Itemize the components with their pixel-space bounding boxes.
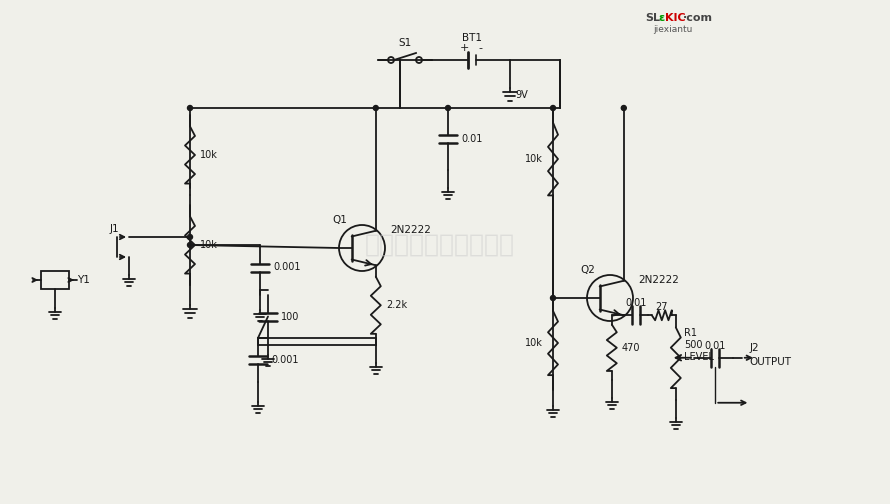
Circle shape (188, 234, 192, 239)
Text: Q1: Q1 (332, 215, 347, 225)
Text: 0.001: 0.001 (273, 263, 301, 273)
Text: BT1: BT1 (462, 33, 482, 43)
Text: +: + (459, 43, 469, 53)
Text: R1: R1 (684, 328, 697, 338)
Text: 500: 500 (684, 340, 702, 350)
Circle shape (621, 105, 627, 110)
Text: KIC: KIC (665, 13, 685, 23)
Text: 9V: 9V (515, 90, 529, 100)
Circle shape (551, 295, 555, 300)
Text: Y1: Y1 (77, 275, 90, 285)
Text: SL: SL (645, 13, 660, 23)
Text: 杭州特普科技有限公司: 杭州特普科技有限公司 (365, 233, 515, 257)
Text: Q2: Q2 (580, 265, 595, 275)
Text: 0.01: 0.01 (461, 134, 482, 144)
Text: ·com: ·com (683, 13, 713, 23)
Text: 2N2222: 2N2222 (390, 225, 431, 235)
Text: J2: J2 (749, 343, 759, 353)
Text: 0.001: 0.001 (271, 355, 298, 365)
Text: 470: 470 (622, 343, 640, 353)
Circle shape (188, 242, 192, 247)
Text: 10k: 10k (200, 240, 218, 250)
Circle shape (446, 105, 450, 110)
Text: 10k: 10k (525, 338, 543, 348)
Text: 0.01: 0.01 (625, 298, 646, 308)
Text: J1: J1 (110, 224, 119, 234)
Text: 10k: 10k (525, 154, 543, 164)
Text: OUTPUT: OUTPUT (749, 357, 792, 367)
Circle shape (551, 105, 555, 110)
Bar (41, 271, 69, 289)
Text: 27: 27 (656, 302, 668, 312)
Text: ε: ε (658, 13, 664, 23)
Text: 0.01: 0.01 (705, 341, 726, 351)
Text: S1: S1 (399, 38, 411, 48)
Text: LEVEL: LEVEL (684, 352, 714, 362)
Circle shape (188, 105, 192, 110)
Text: 100: 100 (281, 311, 299, 322)
Text: -: - (478, 43, 482, 53)
Text: jiexiantu: jiexiantu (653, 26, 692, 34)
Text: 2.2k: 2.2k (385, 300, 407, 310)
Circle shape (373, 105, 378, 110)
Text: 10k: 10k (200, 150, 218, 160)
Text: 2N2222: 2N2222 (638, 275, 679, 285)
